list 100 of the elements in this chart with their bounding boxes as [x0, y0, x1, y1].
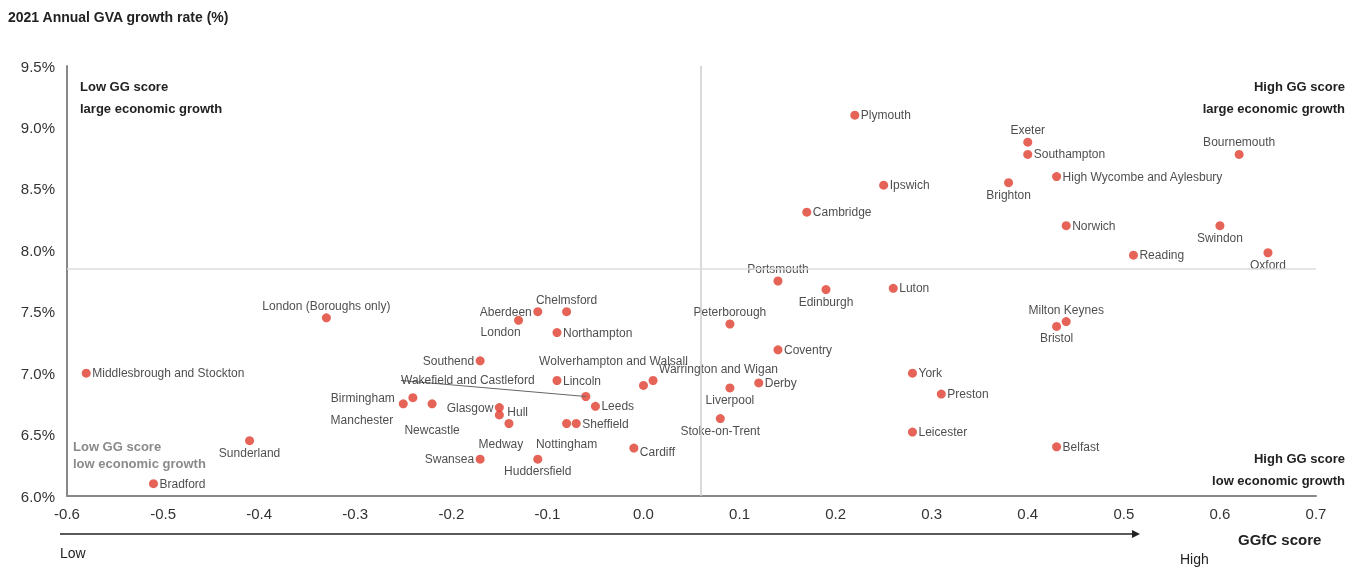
annotation: Bradford: [159, 476, 206, 491]
point: [590, 401, 600, 411]
y-tick-label: 9.5%: [20, 57, 55, 75]
point: [1061, 221, 1071, 231]
annotation: Low GG score low economic growth: [73, 439, 206, 471]
point: [581, 391, 591, 401]
annotation: Wakefield and Castleford: [401, 373, 535, 388]
annotation: Low GG score large economic growth: [80, 78, 223, 116]
annotation: Swindon: [1196, 230, 1243, 245]
annotation: Glasgow: [446, 400, 494, 415]
point: [936, 389, 946, 399]
point: [1128, 250, 1138, 260]
y-tick-label: 8.0%: [20, 241, 55, 259]
x-tick-label: 0.3: [921, 505, 943, 522]
point: [552, 376, 562, 386]
point: [1061, 317, 1071, 327]
x-tick-label: 0.4: [1017, 505, 1039, 522]
y-tick-label: 9.0%: [20, 118, 55, 136]
x-tick-label: -0.5: [150, 505, 177, 522]
annotation: Lincoln: [562, 373, 602, 388]
x-tick-label: 0.5: [1113, 505, 1135, 522]
point: [321, 313, 331, 323]
annotation: Chelmsford: [535, 292, 598, 307]
point: [821, 285, 831, 295]
x-tick-label: 0.7: [1305, 505, 1327, 522]
annotation: Bristol: [1039, 331, 1074, 346]
point: [562, 419, 572, 429]
point: [475, 356, 485, 366]
annotation: Northampton: [562, 325, 633, 340]
annotation: London (Boroughs only): [262, 298, 391, 313]
point: [1023, 149, 1033, 159]
annotation: Liverpool: [705, 392, 755, 407]
point: [629, 443, 639, 453]
annotation: Reading: [1139, 248, 1185, 263]
point: [562, 307, 572, 317]
annotation: York: [918, 366, 944, 381]
point: [715, 414, 725, 424]
point: [725, 383, 735, 393]
annotation: Nottingham: [535, 436, 598, 451]
annotation: London: [480, 325, 521, 340]
y-tick-label: 6.5%: [20, 426, 55, 444]
annotation: Milton Keynes: [1028, 302, 1104, 317]
annotation: Sunderland: [218, 445, 281, 460]
annotation: Edinburgh: [798, 294, 854, 309]
annotation: Leicester: [918, 425, 968, 440]
point: [648, 376, 658, 386]
annotation: Brighton: [986, 187, 1031, 202]
point: [1052, 321, 1062, 331]
x-tick-label: -0.6: [54, 505, 80, 522]
point: [725, 319, 735, 329]
annotation: Preston: [947, 387, 989, 402]
annotation: Aberdeen: [479, 304, 532, 319]
point: [1052, 442, 1062, 452]
point: [1023, 137, 1033, 147]
y-tick-label: 8.5%: [20, 180, 55, 198]
annotation: Huddersfield: [504, 464, 572, 479]
point: [850, 110, 860, 120]
x-tick-label: 0.2: [825, 505, 847, 522]
annotation: Manchester: [330, 412, 394, 427]
annotation: Middlesbrough and Stockton: [92, 366, 245, 381]
annotation: Sheffield: [582, 416, 629, 431]
annotation: Exeter: [1010, 123, 1046, 138]
x-axis-title: GGfC score: [1238, 531, 1322, 548]
x-tick-label: 0.0: [633, 505, 654, 522]
y-tick-label: 7.5%: [20, 303, 55, 321]
point: [773, 345, 783, 355]
x-tick-label: 0.1: [729, 505, 750, 522]
point: [879, 180, 889, 190]
annotation: Cambridge: [812, 205, 872, 220]
point: [533, 454, 543, 464]
annotation: Birmingham: [330, 390, 395, 405]
annotation: Derby: [764, 375, 797, 390]
y-axis-title: 2021 Annual GVA growth rate (%): [8, 9, 229, 25]
annotation: Luton: [899, 281, 930, 296]
annotation: Peterborough: [693, 305, 767, 319]
x-tick-label: -0.2: [438, 505, 465, 522]
annotation: Coventry: [783, 342, 832, 357]
point: [888, 283, 898, 293]
annotation: Bournemouth: [1203, 135, 1276, 150]
point: [533, 307, 543, 317]
point: [754, 378, 764, 388]
point: [802, 207, 812, 217]
point: [504, 419, 514, 429]
annotation: Oxford: [1249, 257, 1286, 272]
text: Low: [60, 545, 87, 561]
annotation: Ipswich: [889, 178, 930, 193]
y-tick-label: 6.0%: [20, 487, 55, 505]
point: [1234, 149, 1244, 159]
annotation: Cardiff: [639, 445, 676, 460]
x-tick-label: -0.4: [246, 505, 273, 522]
annotation: Southend: [422, 353, 475, 368]
point: [494, 410, 504, 420]
point: [773, 276, 783, 286]
annotation: Hull: [507, 404, 529, 419]
point: [571, 419, 581, 429]
text: High: [1180, 551, 1209, 567]
point: [907, 368, 917, 378]
annotation: Plymouth: [860, 108, 911, 123]
x-tick-label: -0.3: [342, 505, 369, 522]
point: [514, 315, 524, 325]
